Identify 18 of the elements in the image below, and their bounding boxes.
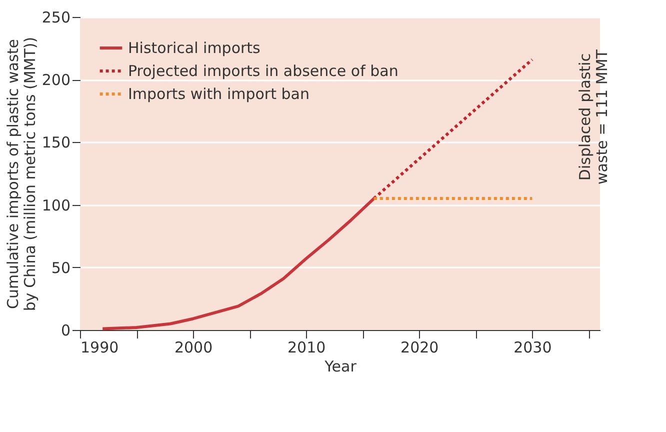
legend-label: Historical imports (128, 39, 261, 57)
y-tick-label: 150 (42, 134, 70, 152)
legend-label: Imports with import ban (128, 85, 310, 103)
x-tick-label: 2000 (174, 338, 213, 356)
y-tick-label: 100 (42, 196, 70, 214)
y-axis-title: Cumulative imports of plastic waste by China (million metric tons (MMT)) (4, 36, 39, 312)
y-tick-label: 0 (60, 322, 70, 340)
x-axis-title: Year (324, 358, 358, 376)
legend-label: Projected imports in absence of ban (128, 62, 398, 80)
x-tick-label: 2010 (287, 338, 326, 356)
annotation: Displaced plastic waste = 111 MMT (576, 48, 611, 184)
y-tick-label: 250 (42, 8, 70, 26)
y-tick-label: 200 (42, 71, 70, 90)
y-tick-label: 50 (51, 258, 70, 277)
line-series (101, 197, 376, 330)
x-tick-label: 2020 (400, 338, 439, 356)
x-tick-label: 2030 (514, 338, 552, 356)
x-tick-label: 1990 (80, 338, 119, 356)
